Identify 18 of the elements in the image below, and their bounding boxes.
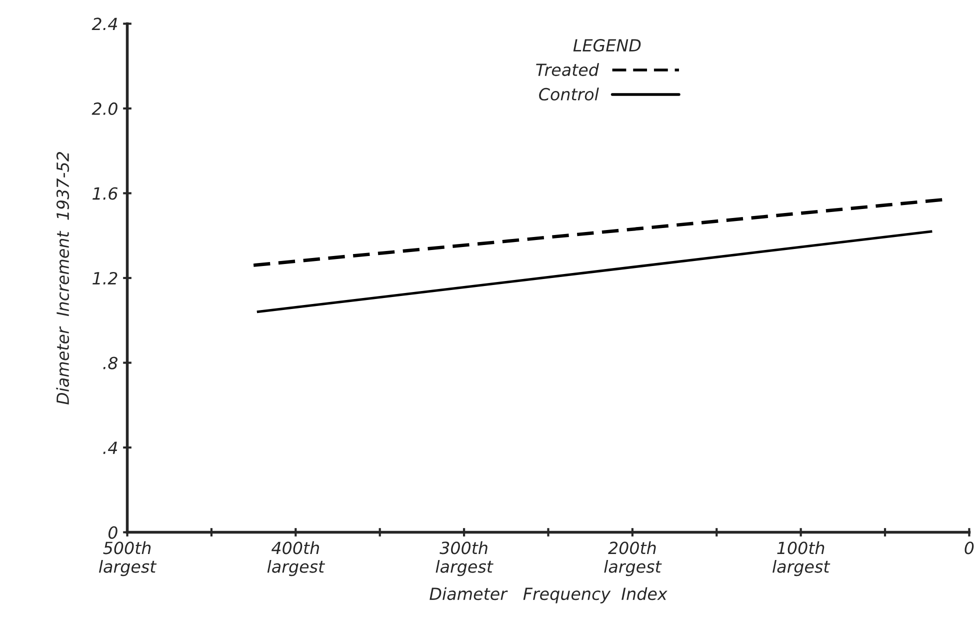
x-tick-label: 300th largest: [436, 541, 494, 576]
y-tick-label: 1.6: [92, 187, 118, 200]
x-axis-title: Diameter Frequency Index: [430, 587, 668, 604]
y-tick-label: 2.4: [92, 18, 118, 30]
x-tick-label: 100th largest: [772, 541, 830, 576]
x-tick-label: 500th largest: [98, 541, 157, 576]
legend-label: Treated: [536, 63, 600, 76]
y-axis-title: Diameter Increment 1937-52: [56, 152, 70, 405]
y-tick-label: .8: [103, 356, 118, 370]
y-tick-label: 0: [108, 526, 118, 539]
y-tick-label: .4: [103, 442, 118, 454]
y-tick-label: 1.2: [92, 272, 118, 284]
legend-title: LEGEND: [573, 39, 641, 52]
legend-label: Control: [539, 88, 599, 101]
x-tick-label: 400th largest: [267, 541, 326, 576]
y-tick-label: 2.0: [92, 102, 118, 116]
x-tick-label: 200th largest: [604, 541, 662, 576]
x-tick-label: 0: [964, 542, 974, 554]
